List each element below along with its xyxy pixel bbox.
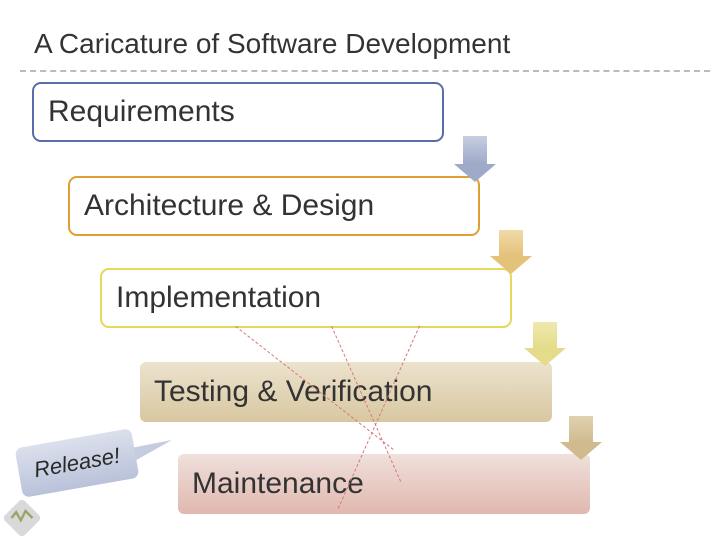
corner-badge-icon [2, 498, 42, 538]
callout-text: Release! [32, 443, 122, 484]
